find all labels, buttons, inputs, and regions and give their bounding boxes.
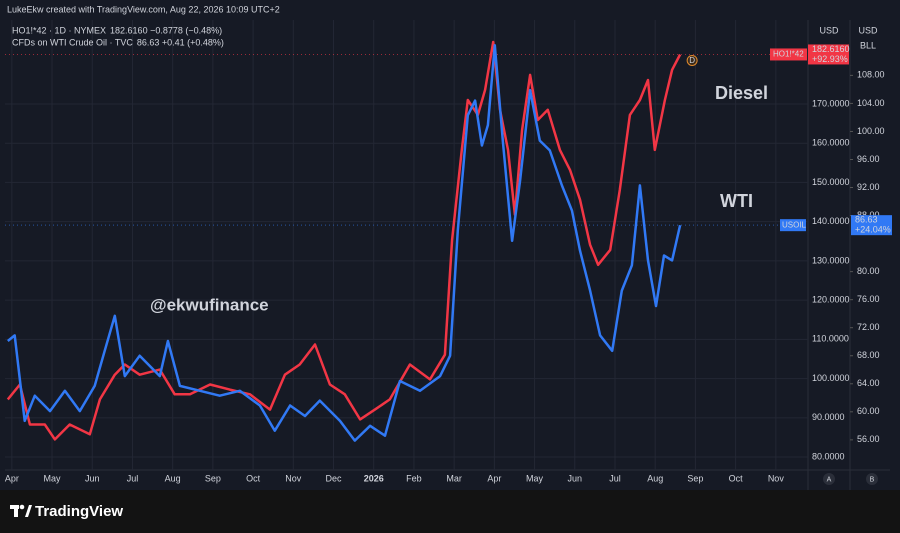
price-box [808,44,849,65]
x-tick-label: Apr [487,473,501,483]
scale-button [823,473,835,485]
x-tick-label: Dec [326,473,343,483]
y-axis-label: USD [819,25,839,35]
logo-mark [19,504,25,510]
marker-circle [686,54,698,66]
x-tick-label: Nov [768,473,785,483]
y2-tick-label: 68.00 [857,350,880,360]
x-tick-label: Aug [647,473,663,483]
annotation: @ekwufinance [150,295,269,314]
x-tick-label: Sep [687,473,703,483]
y2-tick-label: 76.00 [857,294,880,304]
footer-brand: TradingView [35,503,123,520]
logo [10,504,32,517]
scale-button-label: A [827,476,832,483]
footer-band [0,490,900,533]
x-tick-label: Oct [246,473,261,483]
y-tick-label: 130.0000 [812,255,850,265]
price-label: 182.6160 [812,44,850,54]
y-tick-label: 90.0000 [812,412,845,422]
change-label: +92.93% [812,54,848,64]
y2-tick-label: 80.00 [857,266,880,276]
y2-tick-label: 56.00 [857,434,880,444]
legend-quote: 86.63 +0.41 (+0.48%) [137,37,224,47]
logo-mark [14,505,18,517]
x-tick-label: Jun [85,473,100,483]
x-tick-label: Sep [205,473,221,483]
price-label: 86.63 [855,215,878,225]
y-tick-label: 120.0000 [812,294,850,304]
symbol-label: USOIL [782,220,807,229]
x-tick-label: Apr [5,473,19,483]
y-tick-label: 80.0000 [812,451,845,461]
symbol-label: HO1!*42 [773,50,804,59]
y2-tick-label: 96.00 [857,154,880,164]
annotation: WTI [720,191,753,211]
legend-name: HO1!*42 · 1D · NYMEX [12,25,106,35]
y2-tick-label: 64.00 [857,378,880,388]
scale-button [866,473,878,485]
logo-mark [25,505,32,517]
y2-tick-label: 88.00 [857,210,880,220]
change-label: +24.04% [855,225,891,235]
grid [5,20,808,470]
y-tick-label: 100.0000 [812,373,850,383]
y2-tick-label: 72.00 [857,322,880,332]
y-tick-label: 170.0000 [812,98,850,108]
series-line [6,40,682,441]
x-tick-label: Feb [406,473,422,483]
y-tick-label: 150.0000 [812,177,850,187]
x-tick-label: Aug [165,473,181,483]
x-tick-label: Nov [285,473,302,483]
y-tick-label: 160.0000 [812,138,850,148]
y2-tick-label: 100.00 [857,126,885,136]
y2-tick-label: 60.00 [857,406,880,416]
scale-button-label: B [870,476,875,483]
y2-axis-unit: BLL [860,40,876,50]
y2-tick-label: 104.00 [857,98,885,108]
x-tick-label: Oct [729,473,744,483]
y-tick-label: 110.0000 [812,334,849,344]
y2-axis-label: USD [858,25,878,35]
annotation: Diesel [715,83,768,103]
x-tick-label: Jun [568,473,583,483]
x-tick-label: 2026 [364,473,384,483]
x-tick-label: May [526,473,544,483]
marker-label: D [689,56,695,65]
x-tick-label: May [44,473,62,483]
price-box [851,215,892,236]
legend-name: CFDs on WTI Crude Oil · TVC [12,37,133,47]
symbol-box [770,48,807,61]
y-tick-label: 140.0000 [812,216,850,226]
x-tick-label: Mar [446,473,462,483]
series-line [7,43,682,442]
symbol-box [780,219,806,232]
x-tick-label: Jul [609,473,621,483]
x-tick-label: Jul [127,473,139,483]
legend-quote: 182.6160 −0.8778 (−0.48%) [110,25,222,35]
y2-tick-label: 108.00 [857,70,885,80]
y2-tick-label: 92.00 [857,182,880,192]
header: LukeEkw created with TradingView.com, Au… [7,4,280,14]
